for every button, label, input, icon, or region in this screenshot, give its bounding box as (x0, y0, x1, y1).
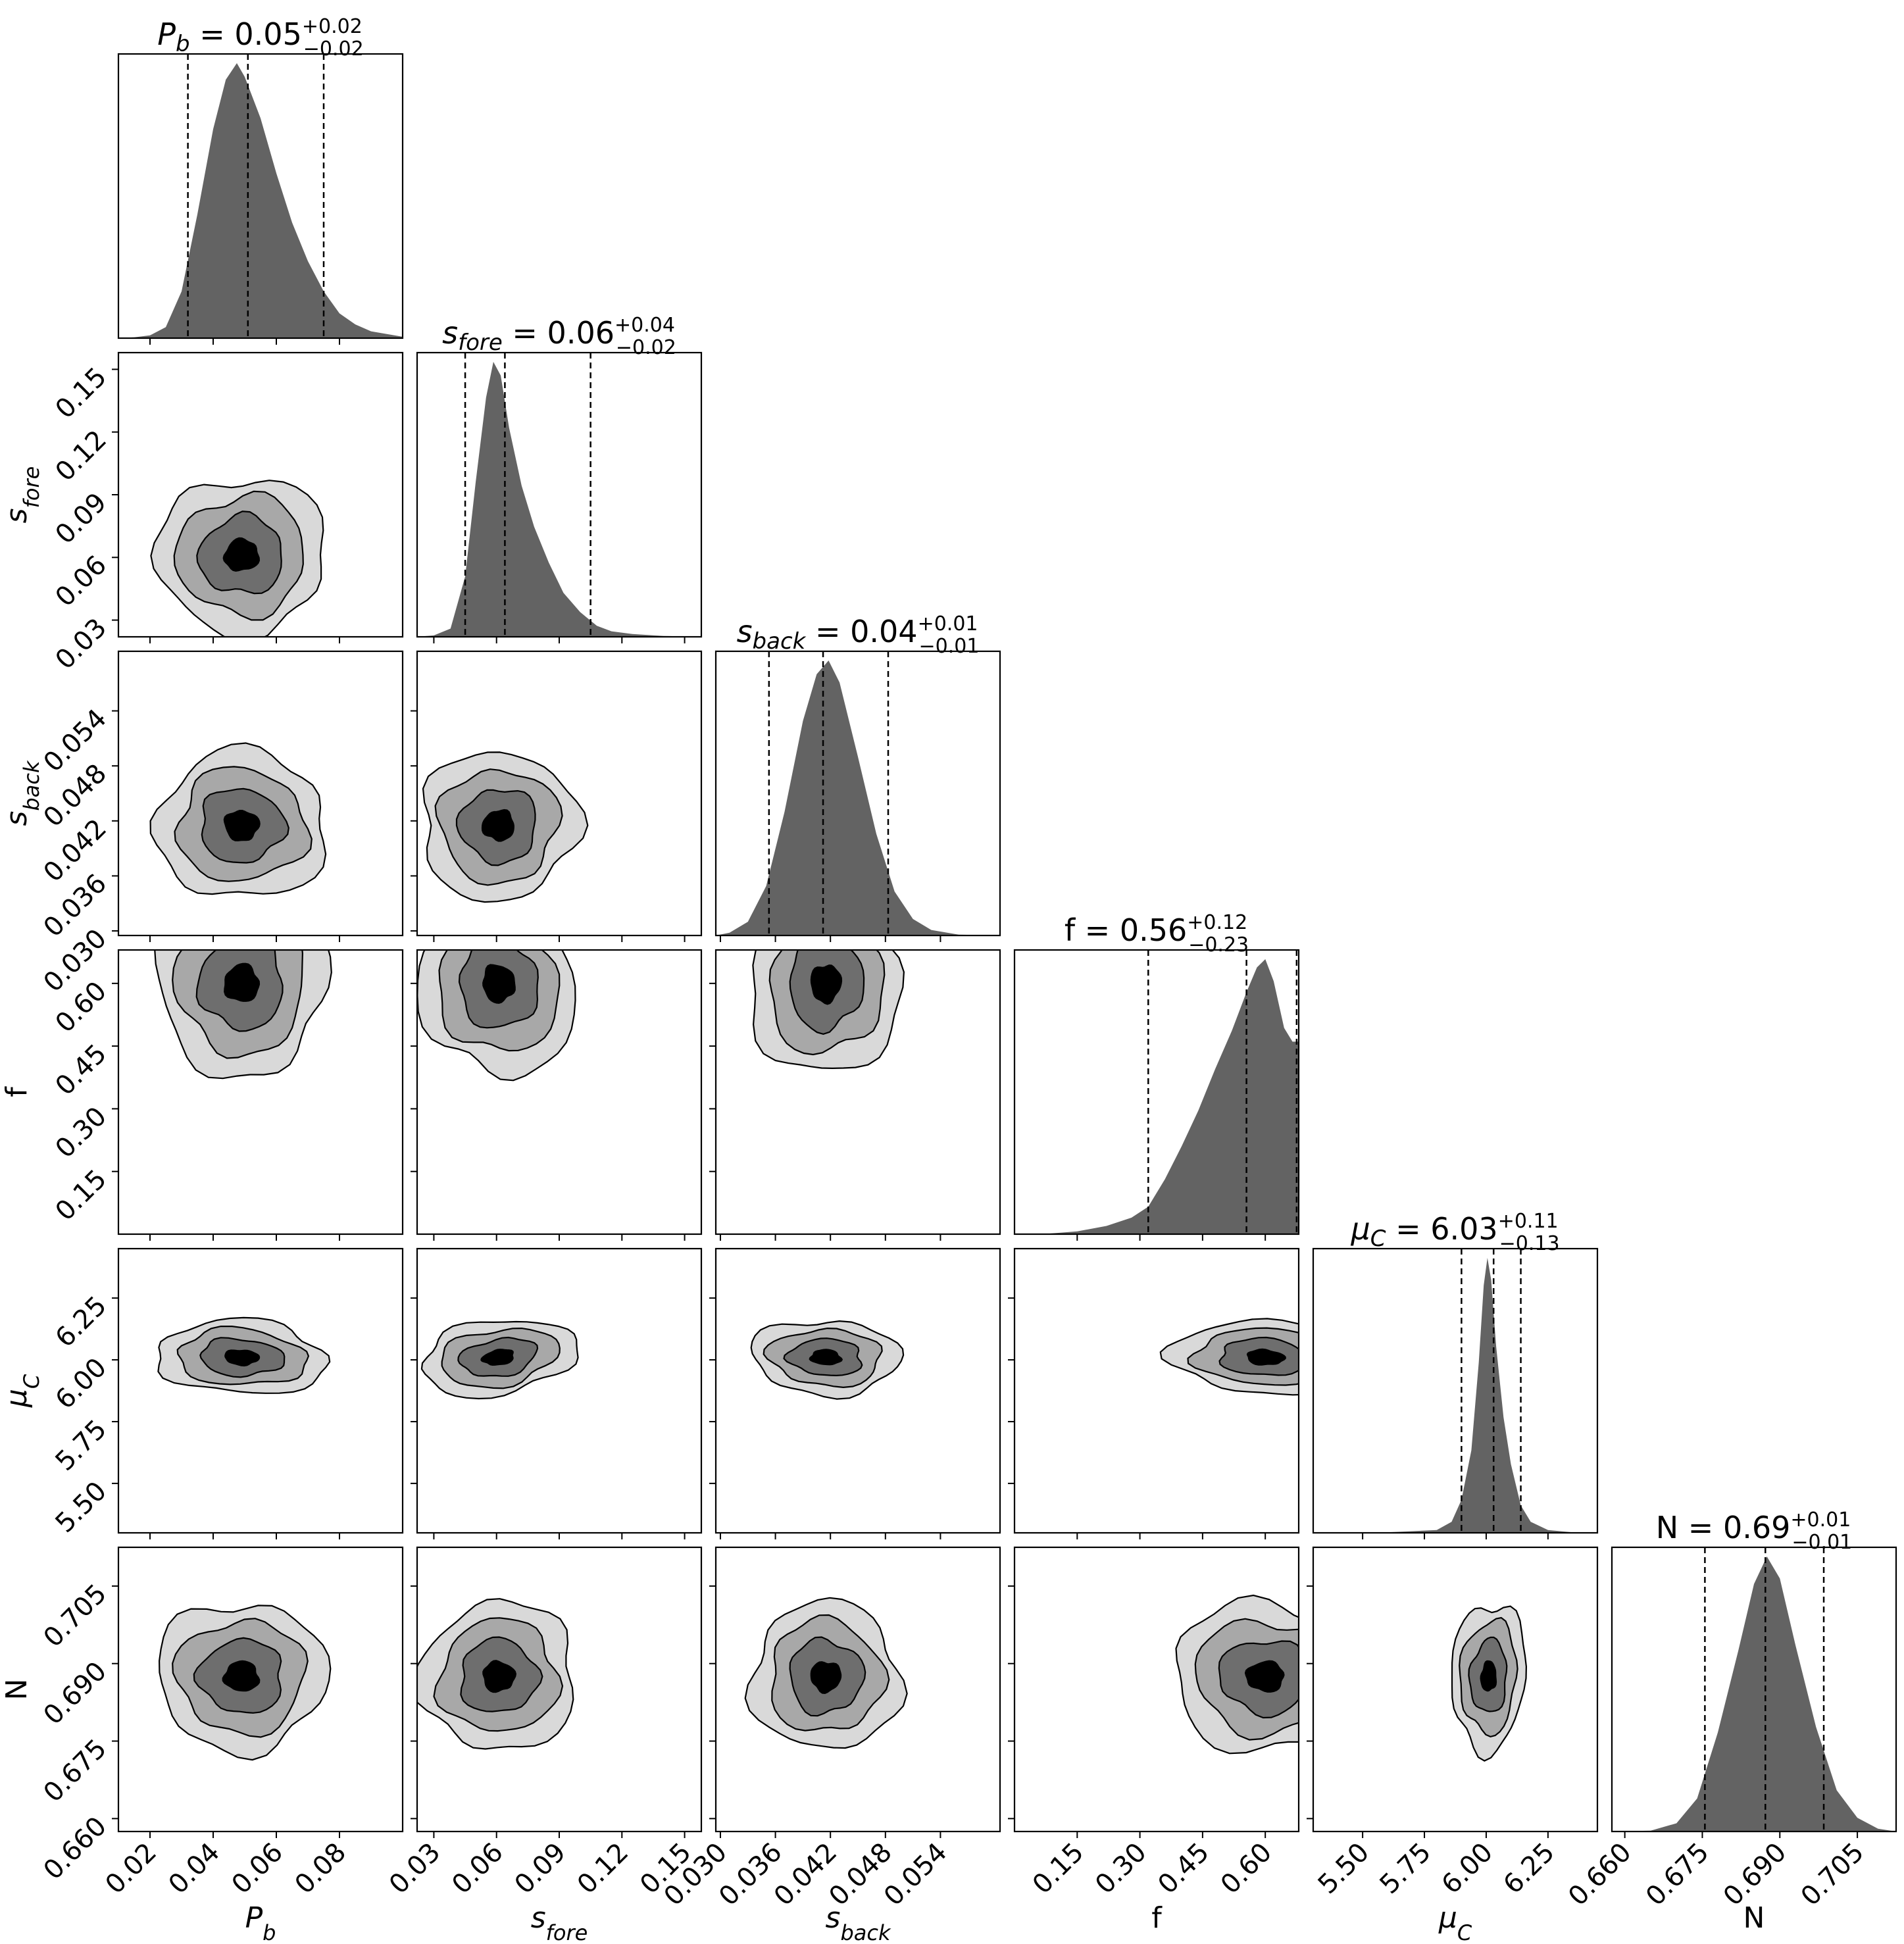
panel-frame (1013, 949, 1300, 1235)
title-muC: μC = 6.03+0.11 −0.13 (1350, 1210, 1559, 1255)
y-axis-label-f: f (0, 1086, 34, 1097)
panel-content (417, 950, 576, 1082)
panel-frame (714, 1546, 1001, 1833)
contour-panel-Pb-sfore: 0.030.060.090.120.15 (50, 351, 404, 676)
title-sfore: sfore = 0.06+0.04 −0.02 (442, 314, 676, 359)
contour-level-3 (223, 810, 261, 841)
contour-level-3 (482, 964, 516, 1004)
panel-frame (117, 1247, 404, 1534)
panel-content (1451, 1605, 1528, 1762)
contour-panel-sback-muC (709, 1247, 1001, 1539)
y-axis-label-sfore: sfore (0, 466, 44, 524)
panel-frame (714, 949, 1001, 1235)
panel-frame (714, 650, 1001, 937)
histogram-f (1015, 959, 1299, 1234)
panel-content (158, 1605, 332, 1761)
panel-content (149, 742, 327, 895)
histogram-Pb (118, 63, 403, 338)
x-axis-label-N: N (1743, 1901, 1765, 1935)
title-f: f = 0.56+0.12 −0.23 (1065, 911, 1249, 957)
hist-panel-sback: sback = 0.04+0.01 −0.01 (714, 612, 1001, 942)
contour-level-3 (810, 1661, 842, 1695)
panel-frame (1013, 1546, 1300, 1833)
panel-frame (117, 949, 404, 1235)
contour-level-3 (222, 1660, 261, 1692)
panel-content (1612, 1547, 1896, 1832)
contour-level-3 (810, 964, 843, 1005)
panel-frame (117, 1546, 404, 1833)
panel-content (1159, 1318, 1299, 1396)
panel-frame (1013, 1247, 1300, 1534)
panel-content (150, 480, 324, 637)
contour-level-3 (482, 1660, 517, 1693)
panel-content (154, 950, 332, 1080)
contour-panel-sfore-sback (411, 650, 703, 942)
histogram-N (1612, 1557, 1896, 1832)
contour-level-3 (480, 1349, 514, 1366)
x-axis-label-muC: μC (1438, 1901, 1472, 1944)
hist-panel-f: f = 0.56+0.12 −0.23 (1013, 911, 1300, 1241)
panel-frame (117, 53, 404, 339)
contour-level-3 (1480, 1660, 1497, 1692)
y-axis-label-muC: μC (0, 1374, 44, 1408)
title-Pb: Pb = 0.05+0.02 −0.02 (157, 15, 363, 61)
contour-panel-sfore-f (411, 949, 703, 1241)
panel-frame (1312, 1247, 1599, 1534)
panel-content (750, 1320, 905, 1400)
panel-content (420, 1320, 579, 1400)
contour-level-3 (809, 1349, 843, 1366)
contour-panel-f-muC (1008, 1247, 1300, 1539)
panel-content (752, 950, 905, 1070)
histogram-sback (716, 660, 1000, 935)
hist-panel-sfore: sfore = 0.06+0.04 −0.02 (416, 314, 703, 643)
panel-content (118, 54, 403, 338)
contour-panel-Pb-muC: 5.505.756.006.25 (50, 1247, 404, 1539)
x-axis-label-Pb: Pb (245, 1901, 276, 1944)
title-N: N = 0.69+0.01 −0.01 (1656, 1508, 1853, 1554)
x-axis-label-sfore: sfore (531, 1901, 588, 1944)
panel-content (1175, 1594, 1299, 1755)
panel-content (1313, 1249, 1597, 1533)
panel-content (1015, 950, 1299, 1234)
panel-content (417, 1598, 574, 1750)
panel-content (716, 651, 1000, 935)
panel-frame (1611, 1546, 1897, 1833)
panel-content (157, 1316, 331, 1394)
contour-level-3 (222, 537, 261, 572)
title-sback: sback = 0.04+0.01 −0.01 (737, 612, 980, 658)
contour-panel-f-N: 0.15 0.30 0.45 0.60 (1008, 1546, 1300, 1900)
panel-content (422, 751, 589, 903)
y-axis-label-N: N (0, 1679, 34, 1701)
contour-level-3 (481, 809, 514, 842)
panel-frame (714, 1247, 1001, 1534)
hist-panel-Pb: Pb = 0.05+0.02 −0.02 (117, 15, 404, 345)
x-axis-label-f: f (1151, 1901, 1163, 1935)
panels: Pb = 0.05+0.02 −0.020.030.060.090.120.15s… (0, 15, 1897, 1944)
contour-level-3 (1246, 1348, 1286, 1366)
contour-level-3 (1244, 1660, 1285, 1693)
contour-level-3 (224, 962, 261, 1002)
contour-panel-sfore-muC (411, 1247, 703, 1539)
contour-level-3 (224, 1349, 261, 1367)
panel-content (744, 1597, 908, 1749)
contour-panel-sback-f (709, 949, 1001, 1241)
hist-panel-muC: μC = 6.03+0.11 −0.13 (1312, 1210, 1599, 1539)
x-axis-label-sback: sback (826, 1901, 891, 1944)
histogram-sfore (417, 362, 701, 637)
panel-frame (117, 650, 404, 937)
panel-frame (1312, 1546, 1599, 1833)
y-axis-label-sback: sback (0, 760, 44, 826)
panel-content (417, 353, 701, 637)
